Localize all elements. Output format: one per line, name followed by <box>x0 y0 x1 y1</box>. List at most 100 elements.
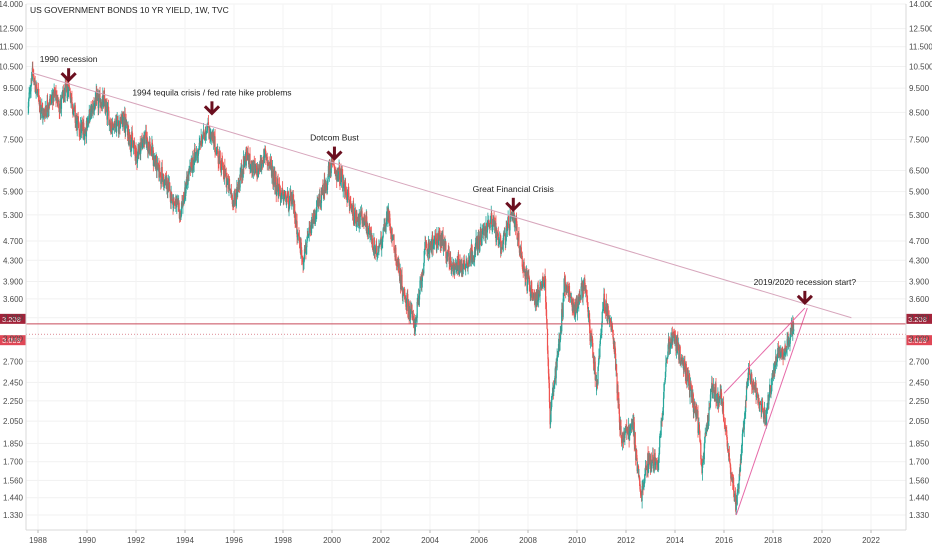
candle-body <box>71 103 73 108</box>
candle-body <box>733 494 736 496</box>
candle <box>586 289 588 306</box>
candle-body <box>602 309 604 312</box>
candle-body <box>645 467 647 470</box>
candle-body <box>106 108 109 120</box>
candle-body <box>613 340 615 352</box>
candle-body <box>101 96 103 107</box>
candle-body <box>310 224 313 233</box>
candle-body <box>748 367 751 375</box>
candle-body <box>458 261 461 275</box>
candle-body <box>308 228 310 236</box>
candle-body <box>611 326 614 333</box>
candle-body <box>296 235 299 238</box>
candle-body <box>277 178 279 196</box>
candle-body <box>693 408 695 412</box>
candle-body <box>117 115 119 126</box>
candle <box>49 95 52 104</box>
candle <box>289 188 291 202</box>
candle-body <box>655 459 657 462</box>
candle-body <box>604 310 606 312</box>
candle-body <box>150 150 152 154</box>
candle-body <box>194 148 196 158</box>
candle <box>44 100 46 119</box>
candle-body <box>222 163 224 167</box>
candle-body <box>551 397 553 400</box>
candle <box>461 257 463 278</box>
candle <box>579 289 581 302</box>
candle-body <box>587 313 590 317</box>
candle-body <box>747 372 750 381</box>
candle-body <box>375 245 378 256</box>
candle <box>462 263 464 277</box>
candle-body <box>474 246 476 260</box>
candle-body <box>86 123 88 129</box>
candle-body <box>576 308 578 314</box>
candle-body <box>173 197 175 202</box>
candle <box>51 90 53 106</box>
candle <box>489 215 491 231</box>
candle-body <box>348 192 350 203</box>
candle-body <box>306 240 308 248</box>
candle-body <box>626 426 628 434</box>
candle-body <box>391 228 393 240</box>
candle <box>442 239 445 256</box>
candle-body <box>689 374 691 397</box>
candle-body <box>92 105 94 114</box>
candle <box>692 392 694 419</box>
candle <box>620 434 623 447</box>
candle <box>649 453 651 470</box>
candle-body <box>716 393 719 404</box>
candle <box>760 400 762 406</box>
candle-body <box>331 158 333 162</box>
candle-body <box>458 254 460 265</box>
candle-body <box>479 234 481 251</box>
candle-body <box>308 235 310 236</box>
candle-body <box>644 475 646 482</box>
candle-body <box>395 259 397 263</box>
candle <box>529 286 531 302</box>
candle-body <box>279 189 281 193</box>
candle-body <box>571 296 573 305</box>
candle-body <box>631 422 634 427</box>
candle-body <box>572 298 574 310</box>
candle-body <box>373 237 375 254</box>
candle-body <box>424 242 426 250</box>
candle-body <box>169 182 171 191</box>
candle <box>574 298 577 322</box>
candle-body <box>108 120 110 125</box>
candle <box>186 171 188 186</box>
candle-body <box>220 159 223 171</box>
candle-body <box>660 435 662 437</box>
candle <box>28 97 30 114</box>
candle-body <box>28 98 30 107</box>
candle-body <box>657 462 659 468</box>
candle-body <box>91 110 93 112</box>
candle <box>125 113 127 126</box>
candle <box>700 440 702 465</box>
candle-body <box>346 197 349 203</box>
candle-body <box>446 253 448 261</box>
candle-body <box>182 198 184 208</box>
candle-body <box>305 247 307 253</box>
candle <box>455 259 457 274</box>
candle-body <box>198 142 200 151</box>
candle-body <box>171 192 173 201</box>
candle <box>83 115 85 135</box>
candle-body <box>380 237 382 250</box>
candle <box>749 373 751 381</box>
candle-body <box>409 311 412 318</box>
candle-body <box>701 465 704 474</box>
candle <box>141 138 144 150</box>
candle <box>159 171 161 177</box>
candle-body <box>195 152 198 155</box>
candle-body <box>405 306 407 308</box>
candle <box>624 426 626 436</box>
candle-body <box>642 486 645 488</box>
candle-body <box>618 398 620 409</box>
candle-body <box>403 289 406 293</box>
candle-body <box>433 238 436 243</box>
candle-body <box>723 417 725 422</box>
candle-body <box>786 349 788 352</box>
candle-body <box>463 260 465 265</box>
